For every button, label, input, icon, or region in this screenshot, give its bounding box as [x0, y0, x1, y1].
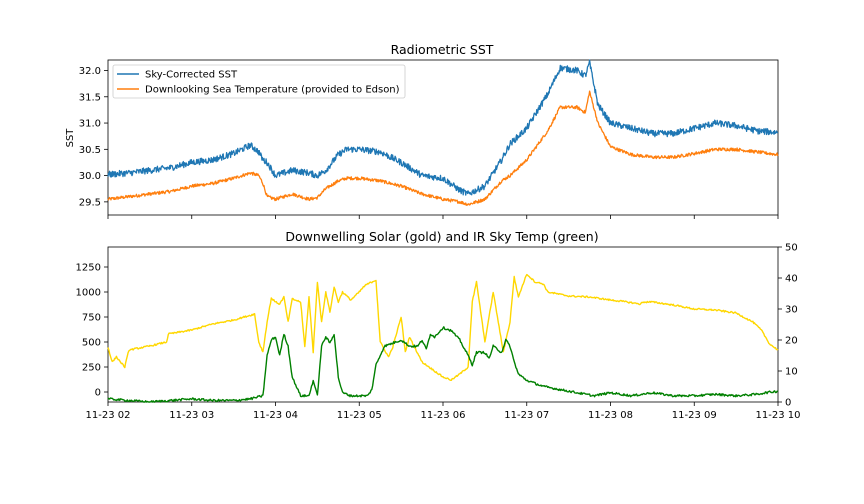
sst-y-tick-label-1: 30.0 — [79, 171, 101, 182]
sst-x-axis — [107, 215, 779, 219]
sst-y-tick-label-2: 30.5 — [79, 145, 101, 156]
irsky-y-axis: 0 10 20 30 40 50 — [778, 243, 798, 409]
radiation-panel: Downwelling Solar (gold) and IR Sky Temp… — [76, 229, 801, 421]
time-x-axis: 11-23 02 11-23 03 11-23 04 11-23 05 11-23 06… — [86, 402, 801, 421]
x-tick-label-5: 11-23 07 — [504, 410, 549, 421]
sst-series-lines — [107, 59, 779, 207]
irsky-y-tick-label-2: 20 — [785, 336, 798, 347]
sst-chart-title: Radiometric SST — [391, 42, 494, 57]
x-tick-label-6: 11-23 08 — [588, 410, 633, 421]
solar-y-axis: 0 250 500 750 1000 1250 — [76, 263, 108, 399]
sst-y-tick-label-4: 31.5 — [79, 92, 101, 103]
sst-y-tick-label-3: 31.0 — [79, 119, 101, 130]
solar-y-tick-label-3: 750 — [82, 313, 101, 324]
legend-box — [112, 64, 406, 99]
irsky-y-tick-label-4: 40 — [785, 274, 798, 285]
sst-y-tick-label-0: 29.5 — [79, 197, 101, 208]
irsky-y-tick-label-5: 50 — [785, 243, 798, 254]
x-tick-label-8: 11-23 10 — [756, 410, 801, 421]
irsky-y-tick-label-0: 0 — [785, 398, 791, 409]
solar-series-line — [107, 273, 779, 381]
x-tick-label-3: 11-23 05 — [337, 410, 382, 421]
solar-y-tick-label-4: 1000 — [76, 288, 101, 299]
sst-legend: Sky-Corrected SST Downlooking Sea Temper… — [112, 64, 406, 99]
legend-label-downlooking-sea-temperature: Downlooking Sea Temperature (provided to… — [145, 85, 400, 96]
sst-series-line-0 — [107, 59, 779, 196]
solar-y-tick-label-1: 250 — [82, 363, 101, 374]
solar-y-tick-label-0: 0 — [95, 388, 101, 399]
x-tick-label-4: 11-23 06 — [421, 410, 466, 421]
solar-y-tick-label-2: 500 — [82, 338, 101, 349]
irsky-y-tick-label-3: 30 — [785, 305, 798, 316]
sst-panel: Radiometric SST 29.5 30.0 30.5 31.0 31.5 32.0… — [65, 42, 779, 219]
legend-label-sky-corrected-sst: Sky-Corrected SST — [145, 70, 238, 81]
sst-y-axis-label: SST — [65, 128, 76, 148]
irsky-series-line — [107, 326, 779, 403]
radiation-series-lines — [107, 273, 779, 403]
x-tick-label-2: 11-23 04 — [253, 410, 298, 421]
sst-series-line-1 — [107, 90, 779, 207]
x-tick-label-1: 11-23 03 — [169, 410, 214, 421]
x-tick-label-7: 11-23 09 — [672, 410, 717, 421]
x-tick-label-0: 11-23 02 — [86, 410, 131, 421]
sst-y-axis: 29.5 30.0 30.5 31.0 31.5 32.0 — [79, 66, 108, 208]
sst-y-tick-label-5: 32.0 — [79, 66, 101, 77]
irsky-y-tick-label-1: 10 — [785, 367, 798, 378]
radiation-chart-title: Downwelling Solar (gold) and IR Sky Temp… — [285, 229, 598, 244]
solar-y-tick-label-5: 1250 — [76, 263, 101, 274]
